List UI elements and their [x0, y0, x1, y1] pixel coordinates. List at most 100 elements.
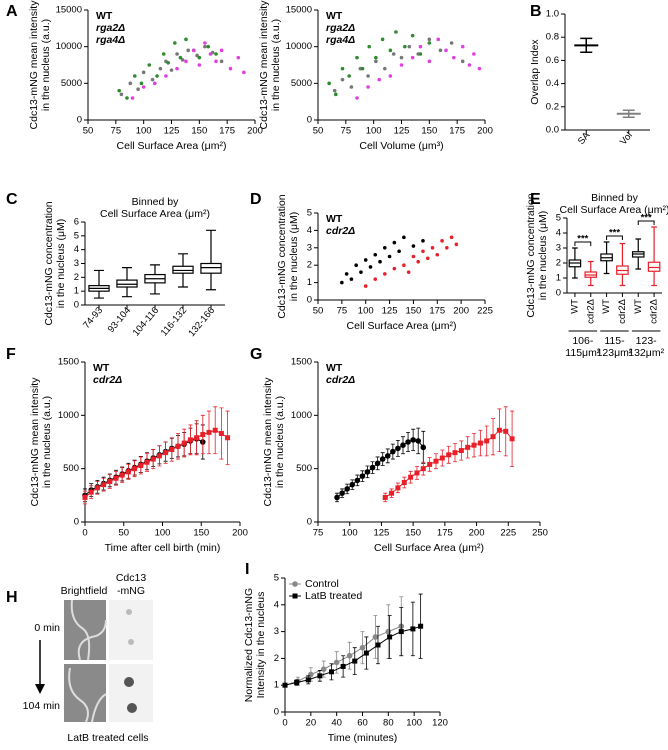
marker [395, 445, 401, 452]
point [421, 249, 425, 254]
x-tick-label: 75 [111, 126, 122, 137]
y-axis-label: Cdc13-mNG mean intensity [28, 0, 40, 129]
marker [150, 456, 156, 462]
y-axis-label: in the nucleus (μM) [55, 219, 67, 309]
point [164, 74, 168, 78]
x-tick-label: 100 [136, 126, 152, 137]
point [347, 74, 351, 78]
series-line [84, 429, 228, 498]
point [367, 44, 372, 49]
column-title: Cdc13 [116, 572, 147, 584]
marker [82, 494, 88, 500]
x-tick-label: 132-166 [186, 305, 217, 339]
x-tick-label: 225 [500, 528, 516, 539]
y-tick-label: 15000 [56, 5, 82, 16]
marker [339, 490, 345, 497]
whisker [572, 266, 578, 279]
marker [408, 474, 414, 480]
point [411, 244, 416, 248]
y-tick-label: 0 [307, 517, 312, 528]
point [184, 37, 188, 42]
point [228, 66, 233, 71]
x-tick-label: 100 [342, 528, 358, 539]
x-tick-label: 175 [437, 528, 453, 539]
y-tick-label: 0 [307, 295, 312, 306]
point [392, 266, 397, 271]
marker [344, 486, 350, 492]
x-tick-label: 20 [306, 718, 317, 729]
marker [509, 436, 515, 442]
marker [364, 469, 371, 475]
point [173, 41, 177, 45]
legend-label: rga4Δ [96, 34, 125, 46]
x-tick-label: 74-93 [81, 305, 105, 331]
point [363, 258, 368, 262]
point [402, 263, 406, 268]
box [647, 261, 661, 272]
y-tick-label: 5 [74, 230, 79, 241]
x-tick-label: cdr2Δ [617, 298, 628, 323]
x-tick-label: 75 [341, 126, 352, 137]
whisker [177, 273, 189, 288]
y-tick-label: 5 [556, 213, 561, 224]
x-tick-label: SA [576, 130, 593, 147]
marker [305, 677, 311, 683]
marker [387, 634, 393, 640]
point [410, 33, 415, 38]
marker [490, 434, 496, 440]
point [359, 270, 363, 274]
x-tick-label: 0 [282, 718, 287, 729]
whisker [205, 273, 217, 291]
y-axis-label: Intensity in the nucleus [255, 592, 267, 699]
legend-label: WT [326, 10, 343, 22]
point [355, 96, 359, 100]
panel-label: G [250, 346, 262, 363]
y-tick-label: 0.0 [546, 125, 559, 136]
x-tick-label: 40 [331, 718, 342, 729]
point [128, 81, 133, 86]
point [477, 66, 482, 71]
y-tick-label: 1 [307, 277, 312, 288]
x-tick-label: 225 [477, 306, 493, 317]
point [445, 246, 449, 250]
nucleus [126, 609, 132, 615]
marker [359, 644, 366, 651]
panel-label: E [530, 191, 541, 208]
marker [420, 444, 427, 451]
whisker [619, 274, 626, 287]
x-tick-label: 100 [358, 306, 374, 317]
point [399, 63, 404, 67]
point [340, 77, 345, 82]
x-tick-label: 0 [82, 528, 87, 539]
point [391, 52, 396, 56]
marker [477, 440, 483, 446]
point [418, 52, 423, 56]
whisker [93, 291, 105, 299]
point [191, 48, 196, 53]
x-tick-label: 50 [118, 528, 129, 539]
y-tick-label: 1 [556, 273, 561, 284]
point [197, 55, 202, 60]
marker [317, 673, 323, 679]
y-tick-label: 5000 [291, 78, 312, 89]
x-tick-label: cdr2Δ [649, 298, 660, 323]
x-tick-label: 80 [383, 718, 394, 729]
point [472, 52, 476, 56]
whisker [587, 260, 594, 272]
x-tick-label: 200 [453, 306, 469, 317]
marker [294, 680, 300, 686]
point [206, 44, 211, 49]
x-tick-label: 200 [247, 126, 263, 137]
y-axis-label: Cdc13-mNG concentration [43, 201, 55, 325]
point [195, 53, 199, 58]
x-tick-label: WT [633, 299, 644, 314]
x-tick-label: 200 [477, 126, 493, 137]
marker [113, 475, 119, 481]
y-tick-label: 0.2 [546, 101, 559, 112]
point [355, 55, 359, 60]
whisker [149, 264, 161, 275]
point [147, 63, 152, 67]
marker [415, 438, 422, 444]
y-tick-label: 1000 [291, 410, 312, 421]
marker [401, 480, 407, 486]
